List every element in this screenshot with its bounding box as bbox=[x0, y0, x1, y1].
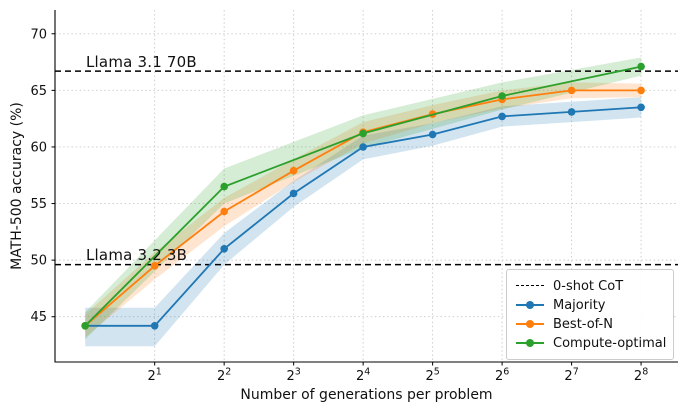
reference-label-llama-3-1-70b: Llama 3.1 70B bbox=[86, 53, 197, 71]
data-point-best-of-n bbox=[150, 262, 159, 270]
legend: 0-shot CoT Majority Best-of-N Compute-op… bbox=[506, 269, 674, 360]
data-point-majority bbox=[567, 108, 576, 116]
x-tick-label: 23 bbox=[286, 367, 300, 385]
data-point-compute-optimal bbox=[359, 129, 367, 138]
axes-spines bbox=[54, 10, 678, 363]
legend-item-compute-optimal: Compute-optimal bbox=[516, 334, 666, 352]
y-axis-label: MATH-500 accuracy (%) bbox=[9, 102, 25, 270]
line-marker-sample-icon bbox=[516, 317, 544, 331]
data-point-majority bbox=[498, 112, 506, 121]
line-marker-sample-icon bbox=[516, 336, 544, 350]
reference-label-llama-3-2-3b: Llama 3.2 3B bbox=[86, 246, 188, 264]
x-tick-label: 22 bbox=[217, 367, 231, 385]
axis-ticks bbox=[51, 33, 642, 366]
legend-item-majority: Majority bbox=[516, 296, 664, 314]
dashed-line-sample-icon bbox=[516, 279, 544, 293]
legend-item-0-shot-cot: 0-shot CoT bbox=[516, 277, 664, 295]
x-axis-label: Number of generations per problem bbox=[240, 387, 493, 403]
legend-item-best-of-n: Best-of-N bbox=[516, 315, 664, 333]
data-point-compute-optimal bbox=[637, 62, 645, 71]
data-point-majority bbox=[428, 130, 437, 139]
data-point-compute-optimal bbox=[81, 322, 89, 330]
x-tick-label: 27 bbox=[564, 367, 578, 385]
y-tick-label: 60 bbox=[30, 140, 47, 155]
y-tick-label: 65 bbox=[30, 84, 47, 99]
line-marker-sample-icon bbox=[516, 298, 544, 312]
data-point-majority bbox=[359, 143, 367, 151]
confidence-band-compute-optimal bbox=[85, 57, 642, 340]
data-point-best-of-n bbox=[567, 86, 576, 95]
data-point-majority bbox=[637, 103, 645, 112]
axis-tick-labels: 45 50 55 60 65 70 21 22 23 24 25 26 27 28 bbox=[30, 27, 648, 384]
x-tick-label: 24 bbox=[356, 367, 370, 385]
data-point-best-of-n bbox=[289, 166, 298, 175]
x-tick-label: 26 bbox=[495, 367, 509, 385]
y-tick-label: 50 bbox=[30, 254, 47, 269]
x-tick-label: 25 bbox=[425, 367, 439, 385]
y-tick-label: 70 bbox=[30, 27, 47, 42]
y-tick-label: 55 bbox=[30, 197, 47, 212]
data-point-majority bbox=[289, 189, 298, 198]
data-point-compute-optimal bbox=[498, 92, 506, 100]
data-point-best-of-n bbox=[637, 86, 645, 95]
x-tick-label: 21 bbox=[148, 367, 162, 385]
data-point-best-of-n bbox=[220, 207, 228, 216]
x-tick-label: 28 bbox=[634, 367, 648, 385]
data-point-compute-optimal bbox=[220, 182, 228, 191]
data-point-majority bbox=[150, 322, 159, 330]
y-tick-label: 45 bbox=[30, 310, 47, 325]
data-point-majority bbox=[220, 245, 228, 253]
